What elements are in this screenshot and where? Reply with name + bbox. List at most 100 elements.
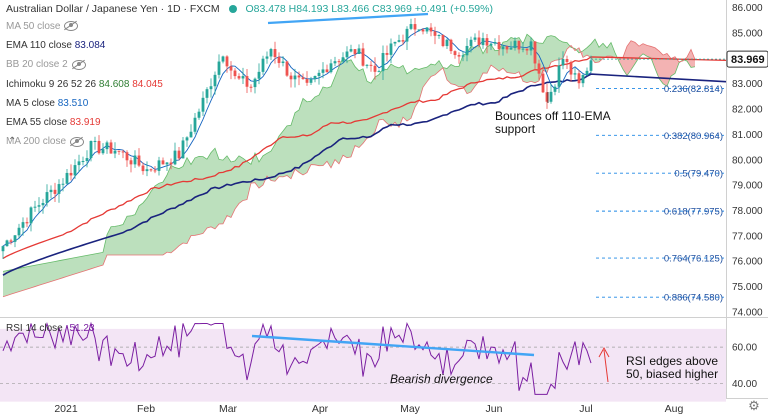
ichimoku-cloud-segment xyxy=(71,257,75,276)
ichimoku-cloud-segment xyxy=(171,165,175,253)
ichimoku-cloud-segment xyxy=(55,260,59,281)
ichimoku-cloud-segment xyxy=(379,68,383,120)
eye-hidden-icon[interactable] xyxy=(64,21,79,32)
ichimoku-cloud-segment xyxy=(99,252,103,267)
ichimoku-cloud-segment xyxy=(411,68,415,119)
ichimoku-cloud-segment xyxy=(251,153,255,184)
ichimoku-cloud-segment xyxy=(123,216,127,256)
ohlc-values: O83.478 H84.193 L83.466 C83.969 +0.491 (… xyxy=(245,3,493,15)
ichimoku-cloud-segment xyxy=(643,43,647,57)
legend-row[interactable]: Ichimoku 9 26 52 26 84.608 84.045 xyxy=(6,79,163,91)
legend-row[interactable]: MA 5 close 83.510 xyxy=(6,98,88,110)
ichimoku-cloud-segment xyxy=(87,254,91,271)
ichimoku-cloud-segment xyxy=(687,49,691,68)
ichimoku-cloud-segment xyxy=(163,175,167,256)
price-tick-label: 77.000 xyxy=(732,231,763,242)
eye-hidden-icon[interactable] xyxy=(70,136,85,147)
ichimoku-cloud-segment xyxy=(419,68,423,101)
candle-body xyxy=(385,53,389,55)
candle-body xyxy=(109,142,113,154)
rsi-up-arrow xyxy=(603,349,609,383)
legend-row[interactable]: EMA 110 close 83.084 xyxy=(6,40,105,52)
candle-body xyxy=(565,59,569,62)
ichimoku-cloud-segment xyxy=(367,81,371,139)
price-tick-label: 75.000 xyxy=(732,282,763,293)
legend-row[interactable]: BB 20 close 2 xyxy=(6,59,86,71)
candle-body xyxy=(553,86,557,92)
ichimoku-cloud-segment xyxy=(223,155,227,224)
eye-hidden-icon[interactable] xyxy=(71,59,86,70)
gear-icon[interactable]: ⚙ xyxy=(748,398,760,413)
candle-body xyxy=(173,150,177,165)
fib-level-label: 0.5(79.470) xyxy=(674,169,723,180)
ichimoku-cloud-segment xyxy=(243,158,247,201)
candle-body xyxy=(93,140,97,142)
candle-body xyxy=(69,172,73,176)
ichimoku-cloud-segment xyxy=(467,46,471,94)
candle-body xyxy=(41,202,45,206)
candle-body xyxy=(341,57,345,62)
ichimoku-cloud-segment xyxy=(63,259,67,278)
bounce-line-1: Bounces off 110-EMA xyxy=(495,109,611,123)
ichimoku-cloud-segment xyxy=(415,68,419,108)
ichimoku-cloud-segment xyxy=(303,98,307,175)
ichimoku-cloud-segment xyxy=(407,71,411,121)
candle-body xyxy=(369,64,373,66)
legend-row[interactable]: EMA 55 close 83.919 xyxy=(6,117,101,129)
ichimoku-cloud-segment xyxy=(7,269,11,296)
time-tick-label: Jul xyxy=(579,403,592,415)
symbol-header: Australian Dollar / Japanese Yen · 1D · … xyxy=(6,3,493,15)
candle-body xyxy=(453,51,457,56)
ichimoku-cloud-segment xyxy=(107,226,111,256)
candle-body xyxy=(277,57,281,64)
candle-body xyxy=(529,41,533,51)
ichimoku-cloud-segment xyxy=(191,157,195,236)
ichimoku-cloud-segment xyxy=(559,40,563,60)
candle-body xyxy=(205,89,209,98)
ichimoku-cloud-segment xyxy=(335,66,339,164)
candle-body xyxy=(121,151,125,153)
legend-value: 84.608 xyxy=(96,78,130,90)
ichimoku-cloud-segment xyxy=(347,59,351,158)
candle-body xyxy=(229,66,233,71)
ichimoku-cloud-segment xyxy=(451,64,455,85)
ichimoku-cloud-segment xyxy=(639,43,643,58)
ichimoku-cloud-segment xyxy=(83,255,87,272)
candle-body xyxy=(293,75,297,80)
ichimoku-cloud-segment xyxy=(283,125,287,177)
candle-body xyxy=(209,86,213,90)
fib-level-label: 0.236(82.814) xyxy=(664,84,723,95)
collapse-legend-icon[interactable]: ⌃ xyxy=(8,136,17,147)
ichimoku-cloud-segment xyxy=(547,35,551,73)
ichimoku-cloud-segment xyxy=(147,191,151,256)
ichimoku-cloud-segment xyxy=(387,64,391,127)
price-tick-label: 76.000 xyxy=(732,257,763,268)
candle-body xyxy=(481,38,485,46)
ichimoku-cloud-segment xyxy=(431,64,435,77)
candle-body xyxy=(561,59,565,66)
candle-body xyxy=(405,28,409,42)
candle-body xyxy=(85,158,89,162)
legend-row[interactable]: MA 50 close xyxy=(6,21,79,33)
price-tick-label: 78.000 xyxy=(732,206,763,217)
candle-body xyxy=(165,162,169,165)
candle-body xyxy=(485,38,489,46)
ichimoku-cloud-segment xyxy=(339,57,343,164)
ichimoku-cloud-segment xyxy=(343,57,347,158)
ichimoku-cloud-segment xyxy=(359,68,363,148)
candle-body xyxy=(297,75,301,78)
candle-body xyxy=(273,49,277,58)
ichimoku-cloud-segment xyxy=(287,125,291,179)
ma5-line xyxy=(2,27,592,247)
candle-body xyxy=(557,65,561,87)
legend-row[interactable]: MA 200 close xyxy=(6,136,85,148)
time-tick-label: Mar xyxy=(219,403,238,415)
candle-body xyxy=(245,76,249,87)
ema110-line xyxy=(2,73,727,276)
ema55-line xyxy=(2,56,727,260)
ichimoku-cloud-segment xyxy=(623,46,627,76)
candle-body xyxy=(149,169,153,171)
candle-body xyxy=(141,165,145,172)
ichimoku-cloud-segment xyxy=(507,37,511,74)
